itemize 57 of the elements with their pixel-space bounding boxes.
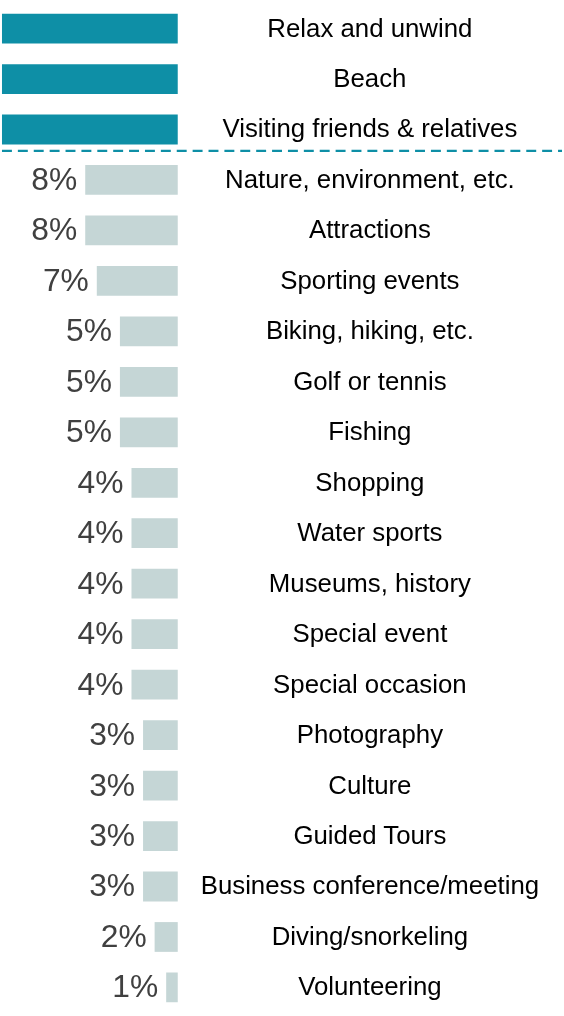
bar [143,871,178,902]
data-label: 1% [112,968,159,1005]
bar [143,770,178,801]
y-tick-label: Sporting events [280,265,460,294]
y-tick-label: Golf or tennis [293,366,447,395]
bar [131,619,178,650]
y-tick-label: Nature, environment, etc. [225,164,515,193]
data-label: 5% [66,413,112,450]
bar [1,64,178,94]
data-label: 4% [77,463,124,500]
y-tick-label: Water sports [297,518,443,547]
data-label: 8% [31,211,78,248]
data-label: 2% [100,917,147,954]
bar [85,165,178,195]
bar [131,669,178,700]
y-tick-label: Fishing [328,417,412,446]
y-tick-label: Museums, history [268,568,472,597]
data-label: 3% [89,716,136,753]
data-label: 3% [89,766,136,803]
bar [166,972,178,1003]
y-tick-label: Attractions [308,215,431,244]
y-tick-label: Photography [296,720,444,749]
data-label: 5% [66,362,112,399]
y-tick-label: Biking, hiking, etc. [265,316,474,345]
y-tick-label: Special occasion [273,669,467,698]
bar [1,13,178,44]
y-tick-label: Diving/snorkeling [271,921,469,950]
y-tick-label: Visiting friends & relatives [222,114,518,143]
y-tick-label: Relax and unwind [267,13,473,42]
bar [154,922,178,952]
bar [119,366,178,397]
data-label: 3% [89,816,136,853]
data-label: 4% [77,615,124,652]
data-label: 7% [42,261,89,298]
y-tick-label: Business conference/meeting [200,871,540,900]
bar [131,568,178,599]
data-label: 4% [77,665,124,702]
data-label: 8% [31,160,78,197]
y-tick-label: Shopping [315,467,425,496]
data-label: 5% [66,312,112,349]
data-label: 4% [77,514,124,551]
bar [143,821,178,851]
y-tick-label: Guided Tours [293,820,447,849]
data-label: 3% [89,867,136,904]
bar [85,215,178,246]
bar [96,266,178,296]
data-label: 4% [77,564,124,601]
y-tick-label: Beach [333,63,407,92]
bar [131,518,178,549]
y-tick-label: Volunteering [298,972,442,1001]
y-tick-label: Special event [292,619,448,648]
y-tick-label: Culture [328,770,412,799]
bar [119,417,178,448]
bar [131,467,178,498]
bar [143,720,178,750]
bar [119,316,178,347]
bar [1,114,178,145]
